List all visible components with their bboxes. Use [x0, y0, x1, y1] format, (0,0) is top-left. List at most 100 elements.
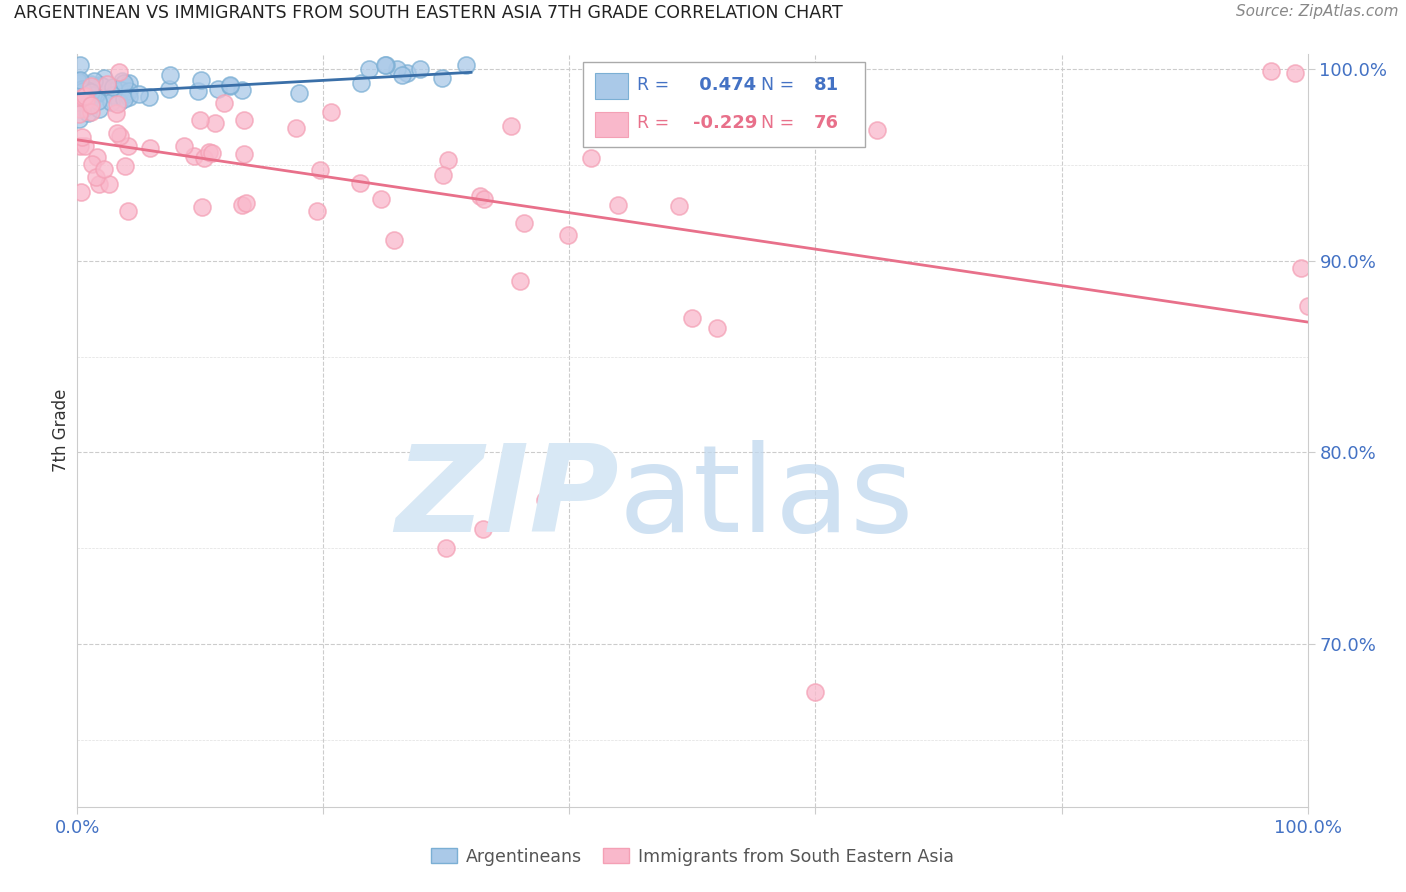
Point [69, 87, 91, 101]
Point [80, 84, 103, 98]
Point [430, 71, 453, 86]
Point [80, 78, 103, 92]
Point [66, 90, 89, 104]
Point [93, 70, 115, 85]
Point [307, 204, 329, 219]
Point [75, 93, 97, 107]
Point [118, 84, 141, 98]
Point [117, 203, 139, 218]
Point [374, 58, 396, 72]
Point [188, 112, 211, 127]
Point [509, 274, 531, 288]
Point [69, 75, 91, 89]
Point [219, 78, 242, 93]
Point [112, 76, 135, 90]
Point [100, 95, 122, 109]
Point [115, 87, 138, 101]
Point [70, 82, 93, 96]
Point [1296, 299, 1319, 313]
Point [370, 192, 392, 206]
Text: -0.229: -0.229 [693, 114, 758, 132]
Point [581, 152, 603, 166]
Point [82, 87, 104, 102]
Point [804, 685, 827, 699]
Point [77, 105, 100, 120]
Point [350, 76, 373, 90]
Point [76, 83, 98, 97]
Text: 81: 81 [814, 77, 839, 95]
Point [87, 177, 110, 191]
Point [349, 177, 371, 191]
Text: 0.474: 0.474 [693, 77, 756, 95]
Point [96, 77, 118, 91]
Point [93, 162, 115, 177]
Point [75, 100, 97, 114]
Point [138, 90, 160, 104]
Legend: Argentineans, Immigrants from South Eastern Asia: Argentineans, Immigrants from South East… [425, 840, 960, 872]
Point [309, 163, 332, 178]
Point [80, 98, 103, 112]
Point [117, 138, 139, 153]
Point [187, 84, 209, 98]
Point [70, 185, 93, 199]
Point [841, 120, 863, 134]
Point [432, 169, 454, 183]
Point [395, 65, 418, 79]
Point [231, 198, 253, 212]
Point [198, 145, 221, 159]
Point [69, 84, 91, 98]
Point [112, 92, 135, 106]
Text: N =: N = [761, 77, 800, 95]
Point [108, 129, 131, 144]
Point [233, 112, 256, 127]
Point [77, 87, 100, 101]
Point [84, 169, 107, 184]
Point [1260, 63, 1282, 78]
Point [110, 83, 132, 97]
Point [72, 89, 94, 103]
Point [67, 106, 90, 120]
Point [69, 73, 91, 87]
Point [118, 90, 141, 104]
Point [79, 81, 101, 95]
Point [67, 112, 90, 127]
Point [69, 139, 91, 153]
Text: 76: 76 [814, 114, 839, 132]
Point [233, 146, 256, 161]
Point [77, 90, 100, 104]
Point [69, 88, 91, 103]
Point [80, 90, 103, 104]
Point [73, 89, 96, 103]
Text: N =: N = [761, 114, 800, 132]
Point [218, 78, 240, 93]
Point [97, 177, 120, 191]
Point [1284, 66, 1306, 80]
Point [128, 87, 150, 101]
Point [86, 87, 108, 102]
Point [73, 139, 96, 153]
Point [534, 493, 557, 508]
Point [79, 78, 101, 93]
Point [75, 94, 97, 108]
Point [72, 85, 94, 99]
Point [288, 86, 311, 100]
Point [682, 311, 704, 326]
Point [87, 94, 110, 108]
Point [231, 83, 253, 97]
Point [84, 87, 107, 101]
Point [105, 105, 128, 120]
Point [193, 151, 215, 165]
Point [668, 199, 690, 213]
Point [118, 76, 141, 90]
Point [101, 80, 124, 95]
Point [173, 139, 195, 153]
Point [607, 198, 630, 212]
Point [73, 101, 96, 115]
Point [382, 233, 405, 247]
Point [72, 129, 94, 144]
Point [77, 95, 100, 110]
Point [89, 102, 111, 116]
Point [557, 227, 579, 242]
Point [359, 62, 381, 76]
Point [456, 58, 478, 72]
